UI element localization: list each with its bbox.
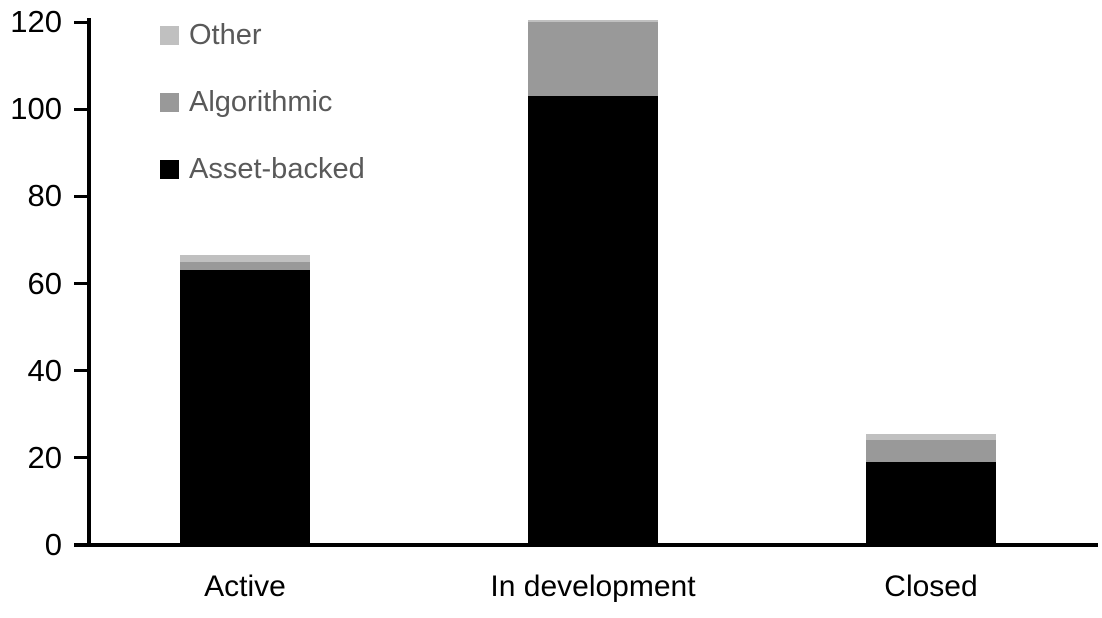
x-category-label-active: Active (204, 570, 286, 603)
y-tick-label: 120 (10, 4, 62, 39)
legend-item-other: Other (160, 20, 262, 50)
y-tick-mark (74, 456, 88, 460)
bar-segment-other-in-development (528, 19, 658, 22)
bar-segment-asset-backed-active (180, 270, 310, 545)
bar-segment-algorithmic-in-development (528, 22, 658, 97)
x-category-label-closed: Closed (884, 570, 978, 603)
legend-item-algorithmic: Algorithmic (160, 87, 332, 117)
legend-label: Other (189, 19, 262, 51)
bar-segment-other-active (180, 255, 310, 262)
bar-segment-algorithmic-active (180, 261, 310, 271)
legend-swatch-icon (160, 92, 179, 112)
bar-segment-other-closed (866, 433, 996, 441)
y-tick-mark (74, 543, 88, 547)
y-tick-mark (74, 20, 88, 24)
legend-item-asset-backed: Asset-backed (160, 154, 365, 184)
y-tick-label: 20 (27, 439, 62, 475)
y-tick-label: 80 (27, 178, 62, 214)
y-tick-label: 60 (27, 265, 62, 301)
bar-segment-asset-backed-closed (866, 462, 996, 545)
bar-segment-asset-backed-in-development (528, 96, 658, 545)
legend-swatch-icon (160, 159, 179, 179)
y-tick-label: 0 (44, 527, 62, 562)
y-tick-label: 40 (27, 352, 62, 388)
y-tick-label: 100 (10, 91, 62, 127)
x-category-label-in-development: In development (490, 570, 696, 603)
y-tick-mark (74, 282, 88, 285)
legend-label: Asset-backed (189, 153, 365, 185)
legend-label: Algorithmic (189, 86, 333, 118)
y-tick-mark (74, 369, 88, 373)
bar-segment-algorithmic-closed (866, 440, 996, 463)
legend-swatch-icon (160, 25, 179, 45)
y-tick-mark (74, 107, 88, 111)
y-axis-line (87, 18, 91, 547)
y-tick-mark (74, 194, 88, 198)
x-axis-line (74, 543, 1098, 547)
